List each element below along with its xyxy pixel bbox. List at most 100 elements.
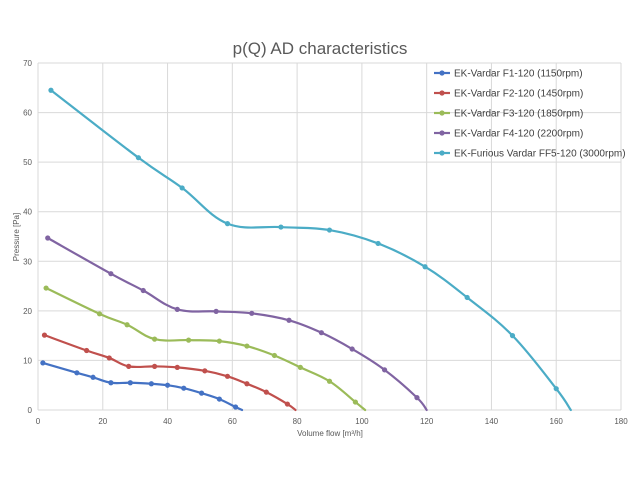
data-point — [96, 311, 103, 317]
data-point — [284, 401, 290, 407]
legend-item: EK-Furious Vardar FF5-120 (3000rpm) — [434, 149, 626, 160]
data-point — [216, 396, 222, 402]
x-tick-label: 20 — [98, 417, 107, 426]
data-point — [422, 264, 428, 270]
legend-swatch-marker — [439, 90, 445, 96]
data-point — [152, 363, 158, 369]
x-tick-label: 180 — [614, 417, 628, 426]
series-2 — [41, 332, 297, 412]
data-point — [108, 271, 114, 277]
series-5 — [48, 87, 572, 412]
data-point — [509, 333, 516, 339]
data-point — [232, 404, 239, 410]
y-tick-label: 20 — [23, 307, 32, 316]
data-point — [375, 240, 381, 247]
x-tick-label: 0 — [36, 417, 41, 426]
data-point — [164, 382, 171, 388]
data-point — [198, 390, 205, 396]
y-tick-label: 10 — [23, 356, 32, 365]
legend: EK-Vardar F1-120 (1150rpm) EK-Vardar F2-1… — [434, 69, 626, 160]
data-point — [148, 381, 154, 387]
data-point — [271, 352, 278, 359]
x-axis-title: Volume flow [m³/h] — [297, 429, 363, 438]
data-point — [318, 330, 325, 336]
data-point — [43, 285, 49, 291]
data-point — [224, 221, 231, 227]
data-point — [41, 332, 48, 338]
legend-item: EK-Vardar F2-120 (1450rpm) — [434, 89, 583, 100]
data-point — [464, 294, 470, 301]
series-line — [49, 89, 572, 412]
data-point — [297, 364, 303, 370]
x-tick-label: 100 — [355, 417, 369, 426]
y-tick-label: 30 — [23, 257, 32, 266]
legend-swatch-marker — [439, 70, 445, 76]
data-point — [179, 185, 185, 191]
gridlines — [37, 62, 622, 411]
x-tick-label: 140 — [485, 417, 499, 426]
legend-label: EK-Vardar F1-120 (1150rpm) — [454, 69, 583, 80]
y-tick-label: 70 — [23, 59, 32, 68]
data-point — [414, 395, 420, 401]
legend-item: EK-Vardar F1-120 (1150rpm) — [434, 69, 583, 80]
data-point — [108, 380, 114, 386]
data-point — [124, 322, 130, 328]
x-tick-label: 160 — [550, 417, 564, 426]
data-point — [278, 224, 284, 230]
chart-title: p(Q) AD characteristics — [233, 39, 408, 58]
y-tick-label: 0 — [28, 406, 33, 415]
legend-swatch-marker — [439, 130, 445, 136]
data-point — [213, 308, 219, 314]
data-point — [90, 374, 96, 380]
data-point — [45, 235, 51, 241]
data-point — [249, 310, 255, 316]
data-point — [140, 287, 146, 294]
y-tick-label: 40 — [23, 208, 32, 217]
data-point — [216, 338, 222, 344]
data-point — [553, 386, 559, 392]
series-4 — [45, 235, 428, 412]
legend-label: EK-Furious Vardar FF5-120 (3000rpm) — [454, 149, 626, 160]
series-lines — [40, 87, 572, 412]
data-point — [181, 385, 187, 391]
series-line — [46, 236, 428, 412]
data-point — [349, 346, 355, 352]
data-point — [83, 347, 90, 354]
y-tick-label: 60 — [23, 109, 32, 118]
data-point — [286, 317, 292, 323]
data-point — [244, 343, 250, 349]
y-tick-label: 50 — [23, 158, 32, 167]
legend-item: EK-Vardar F4-120 (2200rpm) — [434, 129, 583, 140]
x-tick-label: 60 — [228, 417, 237, 426]
data-point — [152, 336, 158, 342]
data-point — [174, 364, 180, 370]
data-point — [202, 368, 208, 374]
data-point — [244, 381, 250, 387]
legend-swatch-marker — [439, 150, 445, 156]
legend-label: EK-Vardar F3-120 (1850rpm) — [454, 109, 583, 120]
data-point — [40, 360, 46, 366]
data-point — [224, 373, 231, 379]
data-point — [352, 399, 359, 405]
data-point — [106, 355, 112, 361]
legend-label: EK-Vardar F2-120 (1450rpm) — [454, 89, 583, 100]
x-tick-label: 80 — [293, 417, 302, 426]
series-line — [45, 286, 367, 412]
legend-label: EK-Vardar F4-120 (2200rpm) — [454, 129, 583, 140]
data-point — [48, 87, 54, 93]
series-line — [43, 334, 297, 412]
series-3 — [43, 285, 367, 412]
data-point — [74, 370, 80, 376]
data-point — [263, 389, 269, 395]
x-tick-label: 40 — [163, 417, 172, 426]
x-tick-label: 120 — [420, 417, 434, 426]
data-point — [186, 337, 192, 343]
legend-swatch-marker — [439, 110, 445, 116]
data-point — [174, 306, 180, 312]
series-1 — [40, 360, 244, 412]
data-point — [135, 155, 142, 161]
data-point — [126, 363, 132, 369]
legend-item: EK-Vardar F3-120 (1850rpm) — [434, 109, 583, 120]
